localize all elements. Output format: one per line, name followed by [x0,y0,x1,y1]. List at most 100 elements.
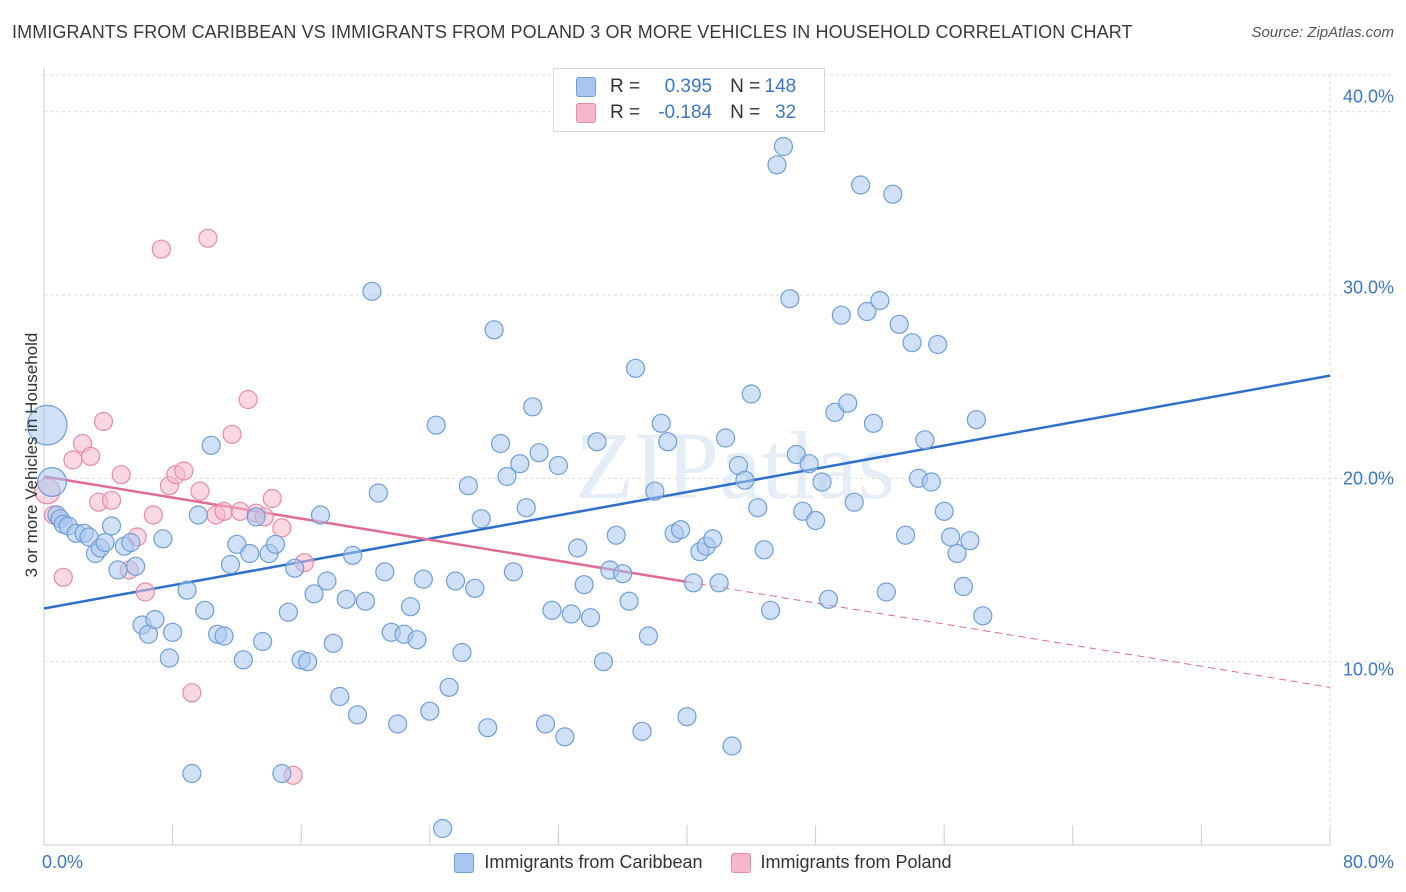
caribbean-point [812,472,832,492]
poland-point [272,518,292,538]
caribbean-point [973,606,993,626]
r-label: R = [610,102,641,123]
legend-row-caribbean: R = 0.395 N = 148 [576,75,796,99]
caribbean-point [101,516,122,536]
caribbean-point [368,483,388,503]
caribbean-point [426,415,446,435]
caribbean-point [188,505,208,525]
caribbean-point [960,531,980,551]
caribbean-point [883,184,903,204]
poland-point [262,488,282,509]
caribbean-point [310,505,331,525]
caribbean-point [220,554,241,575]
caribbean-point [452,642,472,663]
caribbean-point [780,289,800,309]
y-tick-label: 10.0% [1342,659,1394,680]
caribbean-point [953,576,974,597]
axes [43,68,1331,846]
caribbean-point [445,571,466,591]
poland-point [93,411,114,432]
caribbean-point [934,501,954,521]
caribbean-point [433,818,453,839]
caribbean-point [413,569,433,589]
caribbean-point [510,454,530,474]
poland-point [151,239,171,259]
r-value: 0.395 [664,76,713,97]
n-value: 148 [764,76,797,97]
caribbean-point [407,630,427,650]
poland-swatch [576,103,596,123]
caribbean-point [355,591,376,611]
poland-point [53,567,73,587]
poland-point [182,683,202,703]
caribbean-point [37,467,68,498]
caribbean-point [670,520,691,540]
caribbean-point [95,532,115,553]
caribbean-point [632,721,652,741]
n-value: 32 [775,102,797,123]
caribbean-point [568,538,588,558]
caribbean-point [214,626,234,646]
caribbean-point [529,443,549,463]
caribbean-point [574,575,594,595]
caribbean-point [754,540,774,560]
n-label: N = [730,76,761,97]
legend-label: Immigrants from Caribbean [484,852,703,872]
caribbean-point [851,175,871,195]
caribbean-point [108,560,128,580]
caribbean-point [870,290,890,311]
caribbean-point [195,600,215,620]
caribbean-point [548,455,569,476]
caribbean-point [246,507,266,527]
caribbean-point [153,529,173,549]
legend-row-poland: R = -0.184 N = 32 [576,101,796,125]
caribbean-point [201,435,221,455]
poland-point [111,465,131,485]
caribbean-point [863,413,884,433]
caribbean-point [587,432,607,452]
caribbean-point [253,631,273,652]
caribbean-point [542,600,562,620]
stats-legend: R = 0.395 N = 148 R = -0.184 N = 32 [553,68,825,132]
caribbean-point [478,718,498,738]
caribbean-point [555,727,575,747]
poland-point [174,461,194,481]
caribbean-point [26,404,68,446]
caribbean-point [638,626,659,646]
caribbean-point [580,608,601,628]
caribbean-point [163,622,183,642]
caribbean-point [347,705,368,725]
caribbean-point [420,701,440,721]
caribbean-point [298,652,318,672]
caribbean-point [304,584,324,604]
caribbean-point [126,556,146,576]
x-tick-label: 0.0% [42,852,84,872]
caribbean-point [177,580,197,600]
caribbean-point [619,591,639,611]
caribbean-point [362,281,382,301]
poland-point [101,490,122,510]
caribbean-point [722,736,742,756]
grid-lines [44,74,1392,845]
caribbean-point [535,714,556,734]
caribbean-point [748,498,768,518]
caribbean-point [651,413,671,433]
caribbean-point [465,578,485,598]
poland-point [198,228,218,248]
caribbean-point [439,677,459,697]
caribbean-point [715,428,736,448]
poland-point [238,389,258,410]
caribbean-point [921,472,941,492]
caribbean-points [26,136,993,839]
caribbean-point [336,589,356,609]
poland-point [190,481,210,501]
caribbean-point [915,430,935,450]
caribbean-point [471,509,491,529]
caribbean-point [458,476,478,496]
caribbean-point [928,334,948,355]
poland-point [222,424,242,444]
poland-point [81,446,101,466]
caribbean-point [941,527,961,547]
caribbean-point [799,454,819,474]
caribbean-point [767,155,787,175]
